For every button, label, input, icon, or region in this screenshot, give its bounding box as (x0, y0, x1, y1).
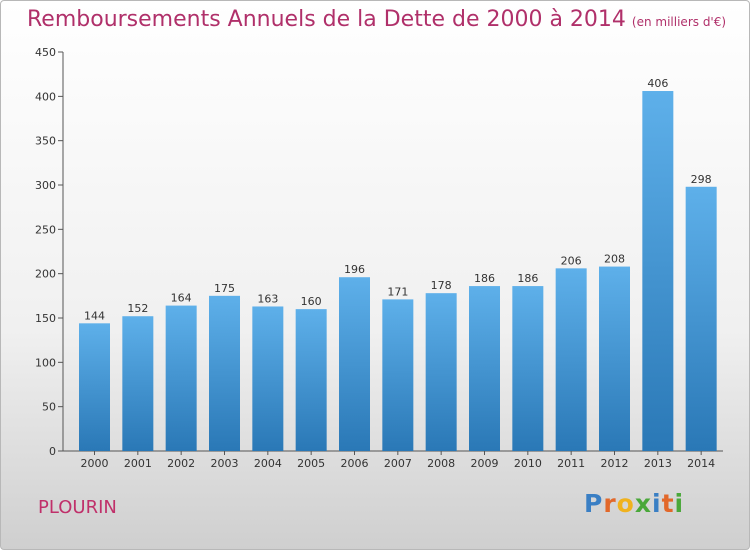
x-tick-label: 2010 (514, 457, 542, 470)
x-tick-label: 2014 (687, 457, 715, 470)
bar (469, 286, 500, 451)
bar (685, 186, 717, 452)
bar-value-label: 160 (301, 295, 322, 308)
x-tick-label: 2009 (471, 457, 499, 470)
x-tick-label: 2007 (384, 457, 412, 470)
bar (79, 323, 110, 451)
y-tick-label: 350 (35, 135, 56, 148)
x-tick-label: 2008 (427, 457, 455, 470)
logo-letter: P (584, 489, 604, 518)
bar (209, 295, 240, 451)
bar-value-label: 206 (561, 254, 582, 267)
x-tick-label: 2005 (297, 457, 325, 470)
logo-letter: x (634, 489, 652, 518)
y-tick-label: 150 (35, 312, 56, 325)
bar-value-label: 175 (214, 282, 235, 295)
labels-group: 2000 144 2001 152 2002 164 2003 175 2004 163 2005 1… (81, 77, 716, 470)
bar (122, 316, 154, 451)
x-tick-label: 2003 (211, 457, 239, 470)
bar (252, 306, 284, 451)
bar (555, 268, 587, 451)
y-tick-label: 400 (35, 90, 56, 103)
bars-group (79, 91, 717, 452)
bar-value-label: 144 (84, 309, 105, 322)
bar-value-label: 298 (691, 173, 712, 186)
y-tick-label: 100 (35, 356, 56, 369)
y-tick-label: 300 (35, 179, 56, 192)
x-tick-label: 2002 (167, 457, 195, 470)
bar (339, 277, 370, 451)
bar-value-label: 186 (474, 272, 495, 285)
bar (295, 309, 327, 451)
commune-name: PLOURIN (38, 497, 117, 518)
bar-value-label: 163 (257, 292, 278, 305)
logo-letter: o (616, 489, 635, 518)
y-tick-label: 200 (35, 268, 56, 281)
proxiti-logo: Proxiti (584, 489, 684, 518)
logo-letter: r (603, 489, 617, 518)
bar-value-label: 152 (127, 302, 148, 315)
bar-value-label: 208 (604, 253, 625, 266)
x-tick-label: 2013 (644, 457, 672, 470)
x-tick-label: 2001 (124, 457, 152, 470)
bar-value-label: 171 (387, 285, 408, 298)
title-text: Remboursements Annuels de la Dette de 20… (27, 7, 626, 32)
subtitle-text: (en milliers d'€) (631, 15, 727, 29)
logo-letter: i (674, 489, 685, 518)
logo-letter: i (652, 489, 662, 518)
bar (599, 266, 630, 451)
bar-value-label: 196 (344, 263, 365, 276)
x-tick-label: 2004 (254, 457, 282, 470)
bar-value-label: 186 (517, 272, 538, 285)
bar (165, 305, 197, 451)
bar-value-label: 178 (431, 279, 452, 292)
bar-value-label: 406 (647, 77, 668, 90)
y-tick-label: 50 (42, 401, 56, 414)
bar (642, 91, 674, 451)
y-tick-label: 0 (49, 445, 56, 458)
chart-title: Remboursements Annuels de la Dette de 20… (27, 7, 726, 32)
y-tick-label: 450 (35, 46, 56, 59)
y-tick-label: 250 (35, 223, 56, 236)
x-tick-label: 2011 (557, 457, 585, 470)
bar (425, 293, 457, 451)
x-tick-label: 2000 (81, 457, 109, 470)
logo-letter: t (661, 489, 675, 518)
bar-value-label: 164 (171, 292, 192, 305)
bar (382, 299, 414, 451)
x-tick-label: 2012 (601, 457, 629, 470)
bar (512, 286, 544, 451)
x-tick-label: 2006 (341, 457, 369, 470)
